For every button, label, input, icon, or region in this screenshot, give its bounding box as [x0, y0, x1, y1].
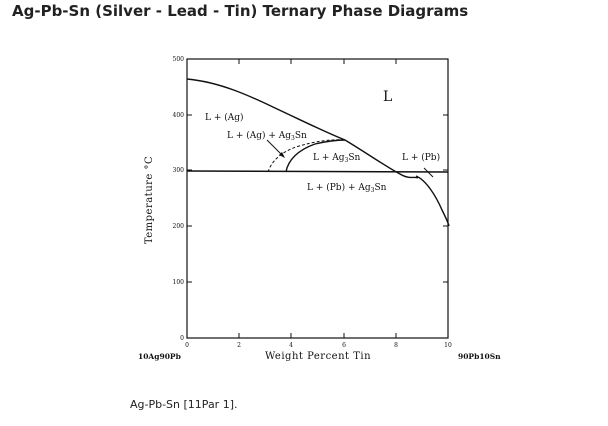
x-tick-label: 0: [185, 342, 189, 349]
region-l-ag3sn-subscript: 3: [345, 157, 349, 164]
ag-ag3sn-arrow: [266, 139, 284, 157]
pb-arrow: [423, 167, 434, 178]
region-l-pb-ag3sn-subscript: 3: [371, 187, 375, 194]
region-l-ag3sn-sn: Sn: [348, 153, 360, 163]
right-composition-label: 90Pb10Sn: [458, 352, 501, 361]
liquidus-ag3sn-curve: [344, 139, 419, 179]
figure-caption: Ag-Pb-Sn [11Par 1].: [130, 398, 238, 411]
x-tick-label: 8: [394, 342, 398, 349]
region-l-ag-ag3sn-label: L + (Ag) + Ag3Sn: [227, 130, 307, 142]
liquidus-pb-curve: [415, 175, 450, 227]
region-l-pb-ag3sn-text: L + (Pb) + Ag: [307, 182, 371, 193]
x-tick-label: 4: [289, 342, 293, 349]
ag-ag3sn-dashed-boundary: [267, 139, 346, 173]
y-tick-label: 0: [180, 335, 184, 342]
ag-ag3sn-arrowhead: [279, 152, 285, 158]
region-liquid-label: L: [383, 89, 392, 105]
region-l-ag-label: L + (Ag): [205, 112, 244, 123]
y-tick-label: 100: [173, 279, 185, 286]
region-l-pb-ag3sn-label: L + (Pb) + Ag3Sn: [307, 182, 387, 194]
y-axis-ticks: [187, 58, 448, 339]
y-tick-label: 400: [173, 112, 185, 119]
left-composition-label: 10Ag90Pb: [138, 352, 181, 361]
region-l-ag-ag3sn-subscript: 3: [291, 135, 295, 142]
x-axis-title: Weight Percent Tin: [265, 351, 371, 362]
y-tick-label: 500: [173, 56, 185, 63]
x-tick-label: 6: [342, 342, 346, 349]
region-l-ag3sn-text: L + Ag: [313, 153, 345, 163]
y-tick-label: 300: [173, 167, 185, 174]
y-axis-title: Temperature °C: [144, 156, 155, 244]
region-l-ag3sn-label: L + Ag3Sn: [313, 153, 360, 164]
eutectic-line: [186, 170, 449, 173]
y-tick-label: 200: [173, 223, 185, 230]
region-l-pb-label: L + (Pb): [402, 152, 440, 163]
region-l-pb-ag3sn-sn: Sn: [374, 183, 386, 193]
plot-frame: [186, 58, 449, 339]
page-title: Ag-Pb-Sn (Silver - Lead - Tin) Ternary P…: [12, 2, 469, 20]
x-tick-label: 2: [237, 342, 241, 349]
ag3sn-boundary-curve: [285, 139, 346, 173]
x-axis-ticks: [238, 59, 397, 338]
x-tick-label: 10: [444, 342, 452, 349]
region-l-ag-ag3sn-sn: Sn: [295, 131, 307, 141]
region-l-ag-ag3sn-text: L + (Ag) + Ag: [227, 130, 291, 141]
liquidus-ag-curve: [186, 78, 346, 141]
